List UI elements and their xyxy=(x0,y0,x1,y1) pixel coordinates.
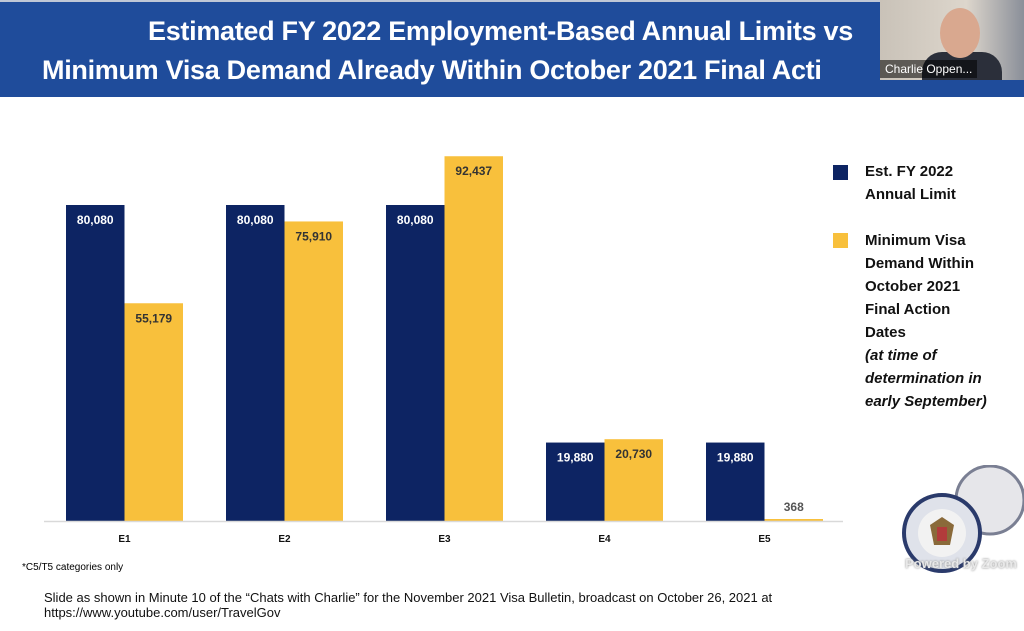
participant-name: Charlie Oppen... xyxy=(880,60,978,78)
bar-e1-series-2 xyxy=(124,303,183,521)
state-department-seal-logo xyxy=(902,465,1024,573)
powered-by-zoom-watermark: Powered by Zoom xyxy=(905,556,1017,571)
legend-line: Demand Within xyxy=(865,255,975,272)
legend-line: Est. FY 2022 xyxy=(865,163,954,180)
x-tick-label: E2 xyxy=(278,534,291,545)
legend-swatch-limit xyxy=(833,165,848,180)
data-label: 55,179 xyxy=(135,311,172,325)
data-label: 20,730 xyxy=(615,447,652,461)
bar-e5-series-1 xyxy=(706,442,765,521)
bar-e4-series-2 xyxy=(604,439,663,521)
x-tick-label: E5 xyxy=(758,534,771,545)
bar-e3-series-2 xyxy=(444,156,503,521)
slide-header: Estimated FY 2022 Employment-Based Annua… xyxy=(0,0,1024,97)
participant-head xyxy=(940,8,980,58)
legend-line: Annual Limit xyxy=(865,186,956,203)
title-line-1: Estimated FY 2022 Employment-Based Annua… xyxy=(148,16,853,46)
x-tick-label: E3 xyxy=(438,534,451,545)
caption-line-1: Slide as shown in Minute 10 of the “Chat… xyxy=(44,590,773,605)
bar-e1-series-1 xyxy=(66,205,125,521)
data-label: 80,080 xyxy=(237,213,274,227)
data-label: 80,080 xyxy=(397,213,434,227)
legend-line: Dates xyxy=(865,324,906,341)
data-label: 368 xyxy=(784,500,804,514)
legend-line: determination in xyxy=(865,370,982,387)
bar-e2-series-2 xyxy=(284,221,343,521)
caption-link[interactable]: https://www.youtube.com/user/TravelGov xyxy=(44,605,281,620)
data-label: 19,880 xyxy=(717,451,754,465)
x-tick-label: E1 xyxy=(118,534,131,545)
legend-line: October 2021 xyxy=(865,278,961,295)
legend-swatch-demand xyxy=(833,233,848,248)
bar-e5-series-2 xyxy=(764,519,823,521)
data-label: 80,080 xyxy=(77,213,114,227)
legend-line: Minimum Visa xyxy=(865,232,966,249)
legend-line: (at time of xyxy=(865,347,937,364)
participant-video[interactable]: Charlie Oppen... xyxy=(880,0,1024,80)
caption: Slide as shown in Minute 10 of the “Chat… xyxy=(44,590,1004,620)
bar-e4-series-1 xyxy=(546,442,605,521)
data-label: 92,437 xyxy=(455,164,492,178)
title-line-2: Minimum Visa Demand Already Within Octob… xyxy=(42,55,822,85)
legend-label-limit: Est. FY 2022 Annual Limit xyxy=(865,160,956,206)
legend-line: Final Action xyxy=(865,301,951,318)
data-label: 75,910 xyxy=(295,229,332,243)
x-tick-label: E4 xyxy=(598,534,611,545)
footnote: *C5/T5 categories only xyxy=(22,562,124,573)
legend-line: early September) xyxy=(865,393,987,410)
legend-label-demand: Minimum Visa Demand Within October 2021 … xyxy=(865,229,987,413)
data-label: 19,880 xyxy=(557,451,594,465)
bar-e3-series-1 xyxy=(386,205,445,521)
bar-e2-series-1 xyxy=(226,205,285,521)
